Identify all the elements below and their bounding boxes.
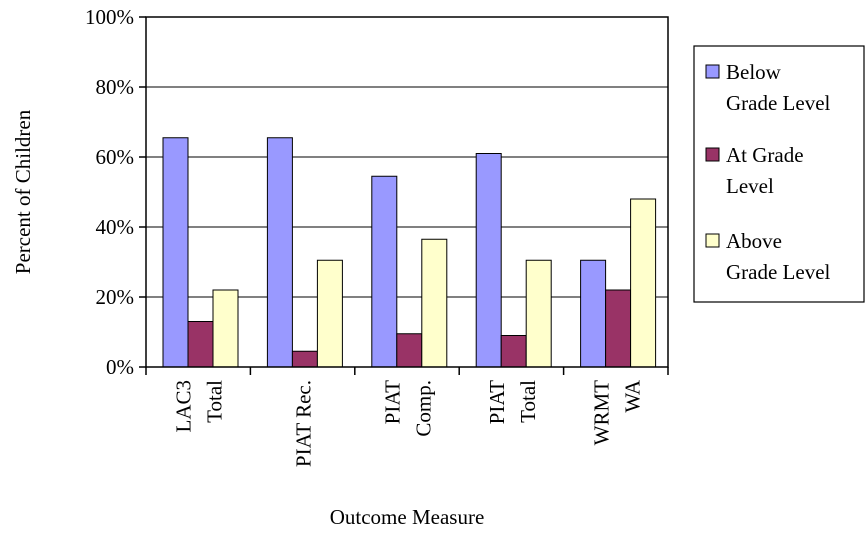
y-tick-label: 80%	[96, 75, 135, 99]
bar	[525, 259, 552, 368]
y-tick-label: 100%	[85, 5, 134, 29]
x-category-label: Comp.	[412, 380, 436, 437]
x-category-label: Total	[203, 380, 227, 423]
legend-swatch	[705, 233, 720, 248]
x-category-label: WRMT	[589, 380, 613, 446]
bar	[316, 259, 343, 368]
legend-label: Level	[726, 174, 774, 198]
bars	[162, 137, 657, 368]
plot-area-border	[145, 16, 669, 368]
y-tick-label: 20%	[96, 285, 135, 309]
bar	[371, 175, 398, 368]
bar	[605, 289, 632, 368]
y-tick-label: 40%	[96, 215, 135, 239]
x-category-label: LAC3	[172, 380, 196, 433]
legend: Below Grade Level At Grade Level Above Grade …	[693, 45, 865, 303]
x-category-label: PIAT	[381, 380, 405, 425]
bar	[421, 238, 448, 368]
x-axis-ticks	[145, 367, 669, 375]
x-axis-title: Outcome Measure	[330, 505, 485, 529]
legend-swatch	[705, 64, 720, 79]
bar	[396, 333, 423, 368]
y-axis-ticks: 0% 20% 40% 60% 80% 100%	[85, 5, 146, 379]
y-axis-title: Percent of Children	[11, 109, 35, 274]
y-tick-label: 60%	[96, 145, 135, 169]
legend-box	[693, 45, 865, 303]
bar	[291, 350, 318, 368]
legend-label: Below	[726, 60, 782, 84]
bar	[500, 335, 527, 368]
bar	[187, 321, 214, 368]
legend-label: Grade Level	[726, 91, 831, 115]
legend-label: Grade Level	[726, 260, 831, 284]
y-tick-label: 0%	[106, 355, 134, 379]
x-category-label: PIAT	[485, 380, 509, 425]
x-category-label: Total	[516, 380, 540, 423]
bar	[475, 153, 502, 368]
x-category-label: PIAT Rec.	[292, 380, 316, 467]
legend-swatch	[705, 147, 720, 162]
bar	[630, 198, 657, 368]
x-category-label: WA	[620, 379, 644, 412]
x-axis-category-labels: LAC3 Total PIAT Rec. PIAT Comp. PIAT Total WRMT…	[172, 379, 645, 467]
legend-label: Above	[726, 229, 782, 253]
bar	[580, 259, 607, 368]
bar	[212, 289, 239, 368]
legend-label: At Grade	[726, 143, 804, 167]
bar	[266, 137, 293, 368]
bar	[162, 137, 189, 368]
